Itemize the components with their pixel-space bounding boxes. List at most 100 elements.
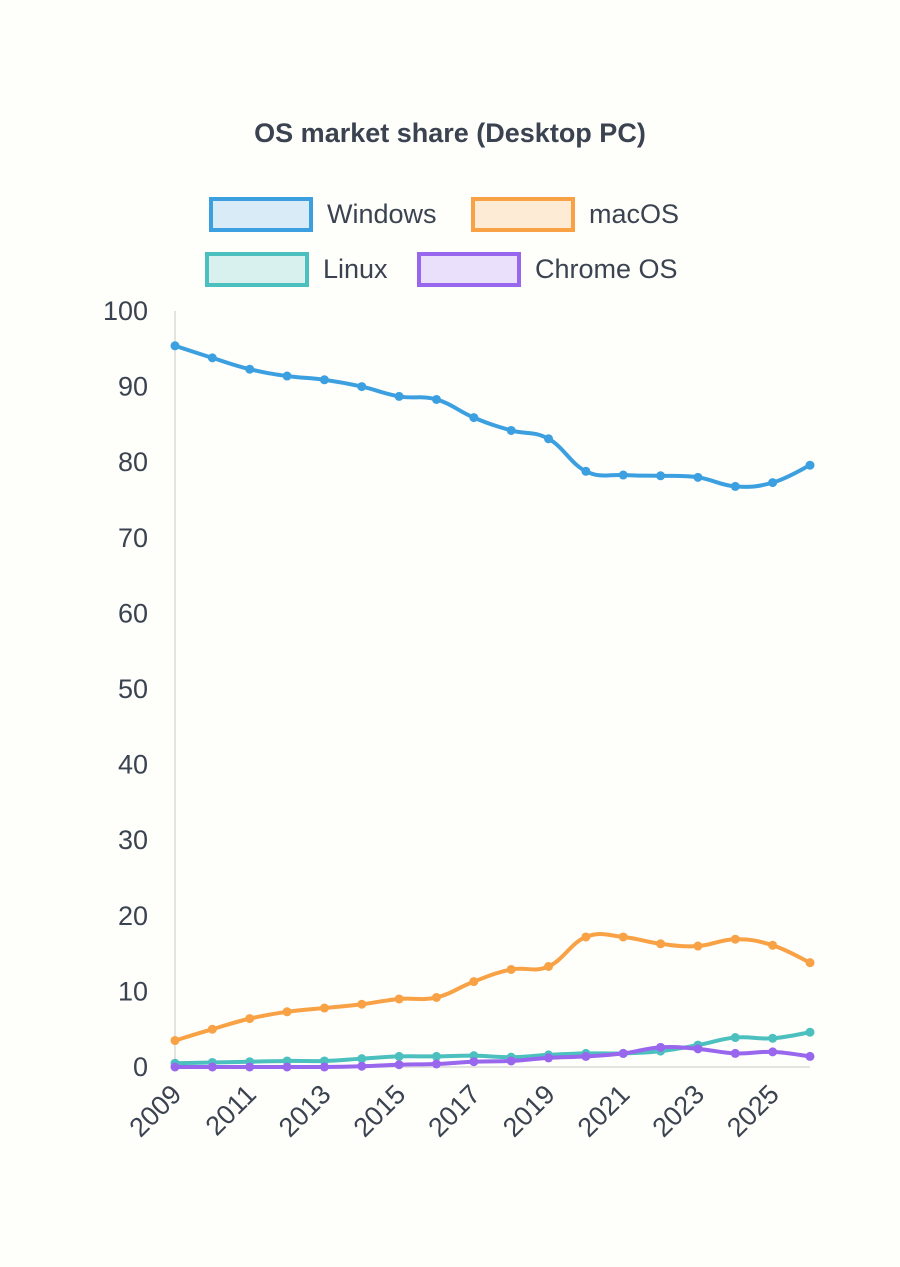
data-point[interactable] (618, 932, 628, 942)
data-point[interactable] (805, 1027, 815, 1037)
data-point[interactable] (431, 394, 441, 404)
legend-item[interactable]: Windows (209, 197, 437, 232)
legend: Windows macOS Linux Chrome OS (205, 197, 679, 287)
data-point[interactable] (656, 471, 666, 481)
data-point[interactable] (506, 964, 516, 974)
data-point[interactable] (357, 1054, 367, 1064)
data-point[interactable] (805, 958, 815, 968)
data-point[interactable] (357, 1061, 367, 1071)
data-point[interactable] (357, 999, 367, 1009)
y-tick-label: 40 (118, 750, 148, 780)
y-tick-label: 20 (118, 901, 148, 931)
data-point[interactable] (544, 961, 554, 971)
legend-item[interactable]: Chrome OS (417, 252, 678, 287)
series-line (173, 343, 812, 489)
data-point[interactable] (431, 992, 441, 1002)
chart-title: OS market share (Desktop PC) (254, 118, 646, 148)
legend-item[interactable]: Linux (205, 252, 388, 287)
data-point[interactable] (693, 472, 703, 482)
data-point[interactable] (394, 994, 404, 1004)
data-point[interactable] (319, 1062, 329, 1072)
data-point[interactable] (245, 364, 255, 374)
data-point[interactable] (319, 1003, 329, 1013)
data-point[interactable] (730, 934, 740, 944)
y-tick-label: 50 (118, 674, 148, 704)
data-point[interactable] (618, 470, 628, 480)
data-point[interactable] (319, 375, 329, 385)
y-tick-label: 70 (118, 523, 148, 553)
x-tick-label: 2017 (422, 1079, 486, 1143)
data-point[interactable] (544, 1053, 554, 1063)
data-point[interactable] (768, 940, 778, 950)
data-point[interactable] (282, 371, 292, 381)
data-point[interactable] (170, 341, 180, 351)
legend-swatch (209, 197, 313, 232)
data-point[interactable] (394, 1060, 404, 1070)
data-point[interactable] (394, 1051, 404, 1061)
data-point[interactable] (207, 353, 217, 363)
legend-item[interactable]: macOS (471, 197, 679, 232)
data-point[interactable] (170, 1062, 180, 1072)
data-point[interactable] (730, 1048, 740, 1058)
legend-label: Chrome OS (535, 254, 678, 284)
data-point[interactable] (730, 1033, 740, 1043)
data-point[interactable] (431, 1059, 441, 1069)
y-tick-label: 100 (103, 296, 148, 326)
legend-label: Windows (327, 199, 437, 229)
x-tick-label: 2013 (273, 1079, 337, 1143)
x-tick-label: 2021 (572, 1079, 636, 1143)
legend-swatch (417, 252, 521, 287)
data-point[interactable] (469, 1057, 479, 1067)
series-layer (170, 341, 815, 1072)
data-point[interactable] (805, 460, 815, 470)
series-line (173, 932, 812, 1043)
y-tick-label: 30 (118, 825, 148, 855)
data-point[interactable] (768, 1033, 778, 1043)
x-tick-label: 2015 (348, 1079, 412, 1143)
data-point[interactable] (656, 939, 666, 949)
data-point[interactable] (618, 1048, 628, 1058)
x-tick-label: 2023 (646, 1079, 710, 1143)
data-point[interactable] (469, 977, 479, 987)
data-point[interactable] (768, 1047, 778, 1057)
y-tick-label: 60 (118, 598, 148, 628)
series-chrome-os (170, 1042, 815, 1072)
legend-swatch (205, 252, 309, 287)
data-point[interactable] (357, 382, 367, 392)
data-point[interactable] (506, 425, 516, 435)
data-point[interactable] (431, 1051, 441, 1061)
data-point[interactable] (581, 932, 591, 942)
x-tick-label: 2019 (497, 1079, 561, 1143)
y-tick-label: 80 (118, 447, 148, 477)
data-point[interactable] (469, 413, 479, 423)
legend-label: macOS (589, 199, 679, 229)
series-windows (170, 341, 815, 491)
legend-swatch (471, 197, 575, 232)
data-point[interactable] (245, 1062, 255, 1072)
data-point[interactable] (693, 1044, 703, 1054)
data-point[interactable] (730, 481, 740, 491)
data-point[interactable] (544, 434, 554, 444)
data-point[interactable] (245, 1014, 255, 1024)
data-point[interactable] (805, 1051, 815, 1061)
series-macos (170, 932, 815, 1046)
data-point[interactable] (207, 1062, 217, 1072)
data-point[interactable] (506, 1056, 516, 1066)
data-point[interactable] (693, 941, 703, 951)
data-point[interactable] (394, 391, 404, 401)
data-point[interactable] (170, 1036, 180, 1046)
data-point[interactable] (282, 1007, 292, 1017)
data-point[interactable] (207, 1024, 217, 1034)
series-line (173, 1030, 812, 1066)
data-point[interactable] (581, 466, 591, 476)
y-tick-label: 0 (133, 1052, 148, 1082)
x-tick-label: 2009 (124, 1079, 188, 1143)
data-point[interactable] (581, 1051, 591, 1061)
data-point[interactable] (656, 1042, 666, 1052)
legend-label: Linux (323, 254, 388, 284)
data-point[interactable] (768, 478, 778, 488)
x-tick-label: 2025 (721, 1079, 785, 1143)
data-point[interactable] (282, 1062, 292, 1072)
